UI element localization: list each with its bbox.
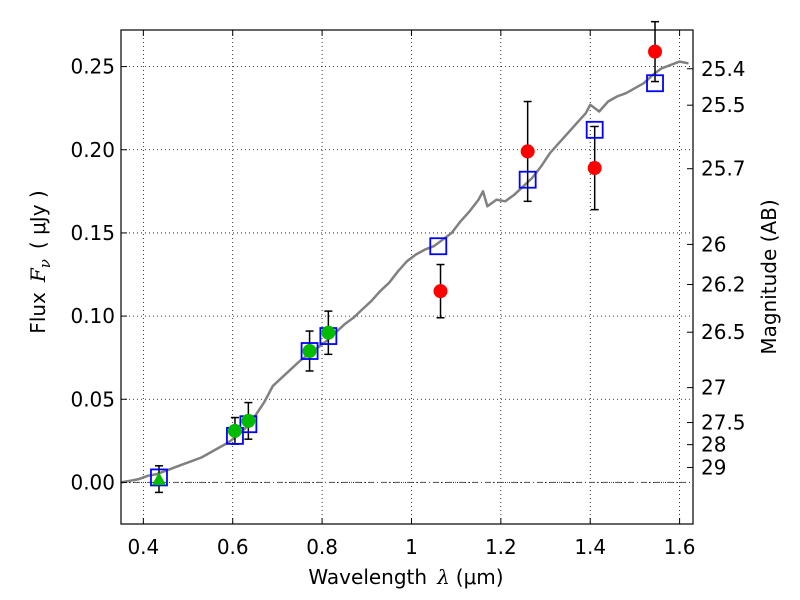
y2-tick-label: 25.5 (701, 93, 746, 117)
model-spectrum (120, 60, 689, 484)
x-axis-title-symbol: λ (436, 565, 450, 589)
observed-photometry-markers (151, 44, 663, 486)
y2-tick-label: 25.4 (701, 57, 746, 81)
x-tick-label: 1.4 (574, 535, 606, 559)
model-photometry-square (429, 237, 448, 256)
grid-lines (121, 30, 693, 524)
red-data-point (648, 44, 663, 59)
model-spectrum-line (120, 60, 689, 484)
x-axis-title-prefix: Wavelength (308, 565, 427, 589)
red-data-point (587, 161, 602, 176)
y-tick-label: 0.20 (70, 138, 115, 162)
x-tick-labels: 0.4 0.6 0.8 1 1.2 1.4 1.6 (127, 535, 695, 559)
y-axis-title-symbol: F (26, 267, 50, 283)
model-photometry-square (585, 120, 604, 139)
y-axis-title: Flux Fν ( μJy ) (26, 190, 54, 333)
y-tick-label: 0.15 (70, 221, 115, 245)
y2-tick-label: 28 (701, 433, 726, 457)
x-tick-label: 0.6 (217, 535, 249, 559)
y2-tick-label: 26.5 (701, 320, 746, 344)
y-axis-title-prefix: Flux (26, 292, 50, 334)
y-axis-title-subscript: ν (36, 259, 54, 268)
x-axis-title-unit: (μm) (456, 565, 504, 589)
red-data-point (433, 284, 448, 299)
y2-tick-label: 26.2 (701, 272, 746, 296)
y2-tick-label: 27 (701, 376, 726, 400)
y2-tick-label: 27.5 (701, 411, 746, 435)
y-tick-label: 0.25 (70, 55, 115, 79)
green-data-point (302, 344, 317, 359)
x-tick-label: 1.2 (485, 535, 517, 559)
y2-tick-label: 26 (701, 232, 726, 256)
green-data-point (241, 413, 256, 428)
x-axis-title: Wavelength λ (μm) (308, 565, 503, 589)
y-tick-label: 0.00 (70, 470, 115, 494)
model-photometry-square (518, 170, 537, 189)
green-data-point (227, 423, 242, 438)
x-tick-label: 0.4 (127, 535, 159, 559)
green-data-point (321, 325, 336, 340)
model-photometry-square (646, 74, 664, 93)
y-tick-label: 0.10 (70, 304, 115, 328)
y-tick-label: 0.05 (70, 387, 115, 411)
plot-frame (120, 29, 694, 525)
green-triangle-point (151, 472, 166, 486)
x-tick-label: 0.8 (306, 535, 338, 559)
x-tick-label: 1 (405, 535, 418, 559)
red-data-point (520, 144, 535, 159)
model-photometry-square (150, 468, 168, 487)
model-photometry-square (300, 342, 319, 360)
y2-tick-label: 25.7 (701, 157, 746, 181)
y-tick-labels: 0.00 0.05 0.10 0.15 0.20 0.25 (70, 55, 115, 495)
y2-axis-title: Magnitude (AB) (757, 199, 781, 354)
x-tick-label: 1.6 (664, 535, 696, 559)
y2-tick-label: 29 (701, 455, 726, 479)
model-photometry-markers (150, 74, 664, 487)
axis-ticks (121, 30, 693, 524)
y-axis-title-unit: ( μJy ) (26, 190, 50, 249)
